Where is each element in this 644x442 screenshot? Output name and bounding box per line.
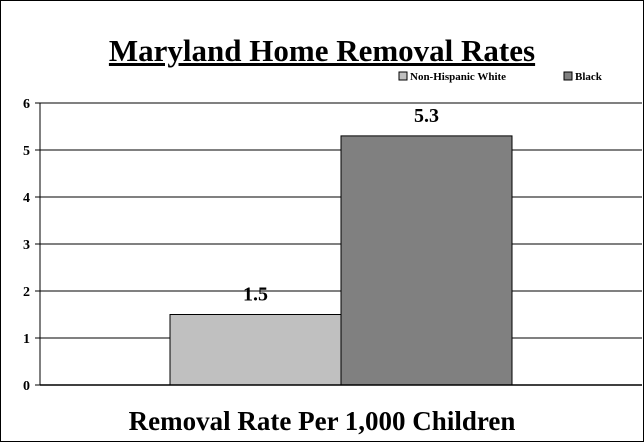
y-tick-label: 0 <box>23 379 30 394</box>
bar-non-hispanic-white <box>169 314 342 386</box>
y-tick-label: 6 <box>23 97 30 112</box>
y-tick-label: 3 <box>23 238 30 253</box>
y-tick-label: 5 <box>23 144 30 159</box>
y-tick-label: 4 <box>23 191 30 206</box>
bar-black <box>340 135 513 386</box>
legend-label: Black <box>575 71 603 83</box>
legend-label: Non-Hispanic White <box>410 71 506 83</box>
legend-swatch <box>398 71 408 81</box>
chart-title: Maryland Home Removal Rates <box>108 33 536 68</box>
y-tick-label: 2 <box>23 285 30 300</box>
data-label: 1.5 <box>243 284 268 306</box>
data-label: 5.3 <box>414 105 439 127</box>
y-tick-label: 1 <box>23 332 30 347</box>
legend-swatch <box>563 71 573 81</box>
x-axis-label: Removal Rate Per 1,000 Children <box>128 406 516 436</box>
